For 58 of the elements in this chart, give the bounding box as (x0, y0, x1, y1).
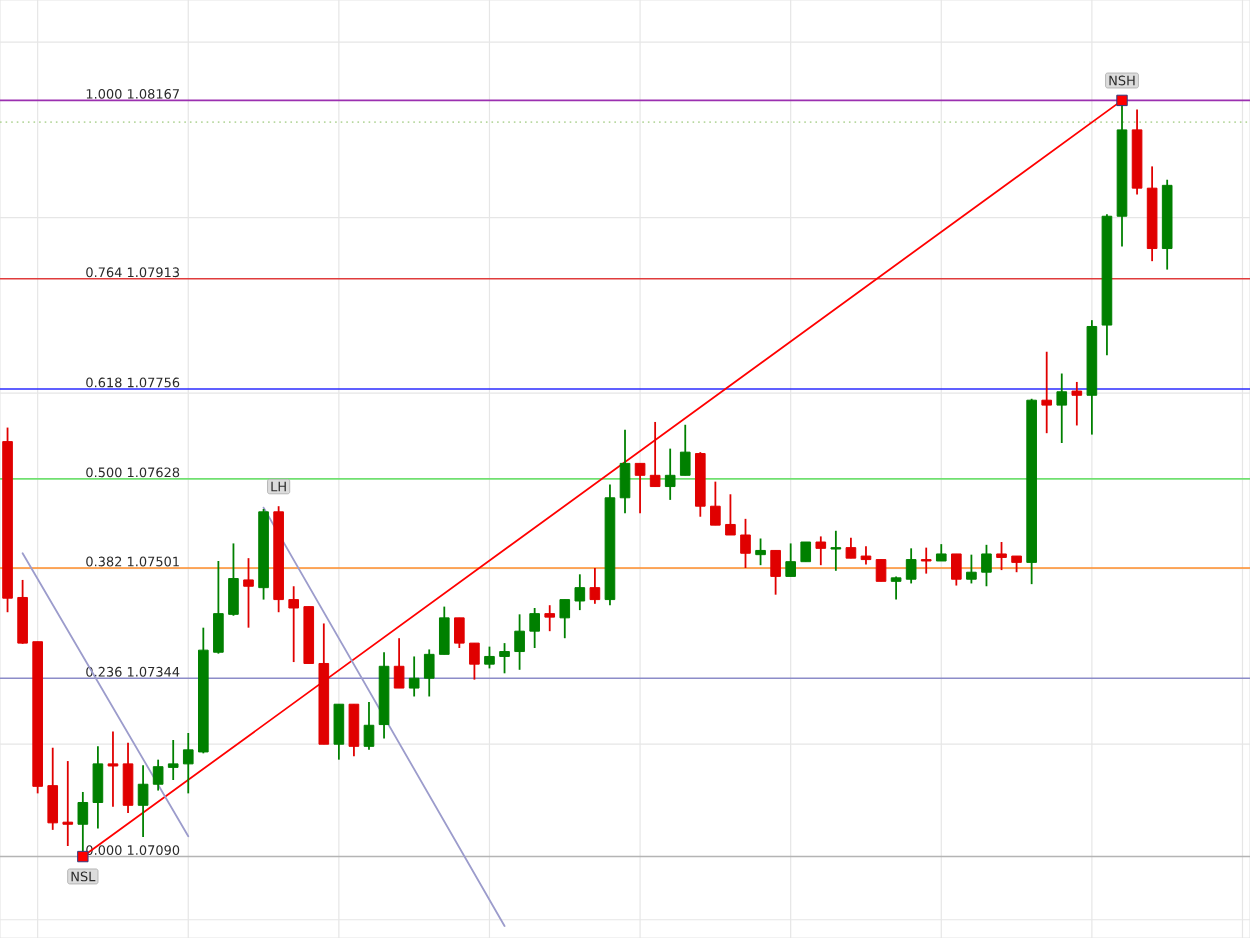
candlestick (348, 703, 360, 758)
candlestick (243, 557, 254, 629)
candlestick (92, 745, 104, 830)
candlestick (559, 598, 571, 640)
candlestick (1056, 372, 1068, 444)
candlestick (1071, 381, 1083, 427)
candlestick (107, 730, 119, 808)
candlestick (755, 537, 766, 567)
candlestick (363, 701, 375, 751)
candlestick (333, 703, 345, 761)
candlestick (228, 542, 239, 617)
candlestick (167, 739, 179, 781)
candlestick (966, 553, 977, 585)
candlestick (920, 546, 932, 575)
candlestick (815, 535, 827, 567)
candlestick (182, 732, 194, 795)
candlestick (514, 613, 525, 671)
candlestick (137, 764, 149, 838)
candlestick (800, 541, 812, 563)
candlestick (951, 553, 962, 587)
candlestick (499, 642, 510, 675)
candlestick (679, 423, 691, 477)
candlestick (152, 758, 164, 792)
candlestick (860, 545, 872, 566)
candlestick (649, 421, 661, 488)
candlestick (664, 447, 676, 501)
candlestick (770, 549, 781, 596)
candlestick (469, 642, 480, 681)
candlestick (544, 604, 556, 633)
candlestick (740, 517, 751, 569)
candlestick (529, 607, 540, 649)
candlestick (438, 605, 450, 656)
candlestick (890, 575, 902, 601)
candlestick (213, 560, 224, 655)
candlestick (845, 536, 857, 560)
candlestick (484, 645, 495, 670)
candlestick (981, 543, 992, 588)
candlestick (1041, 350, 1053, 435)
candlestick (17, 579, 28, 645)
candlestick (619, 428, 631, 515)
candlestick (393, 637, 405, 689)
candlestick (875, 558, 887, 583)
candlestick (62, 760, 74, 847)
candlestick (288, 585, 299, 663)
candlestick (634, 462, 646, 515)
candlestick (710, 480, 721, 527)
candlestick (574, 573, 586, 612)
candlestick (122, 741, 134, 814)
candlestick (996, 541, 1007, 571)
candlestick (785, 542, 796, 578)
candlestick (47, 746, 59, 831)
candlestick (408, 655, 420, 698)
candlestick (454, 616, 465, 649)
candlestick (905, 547, 917, 585)
candlestick (589, 567, 601, 605)
candlestick (423, 648, 435, 698)
candlestick (830, 529, 842, 572)
candlestick (725, 493, 736, 536)
